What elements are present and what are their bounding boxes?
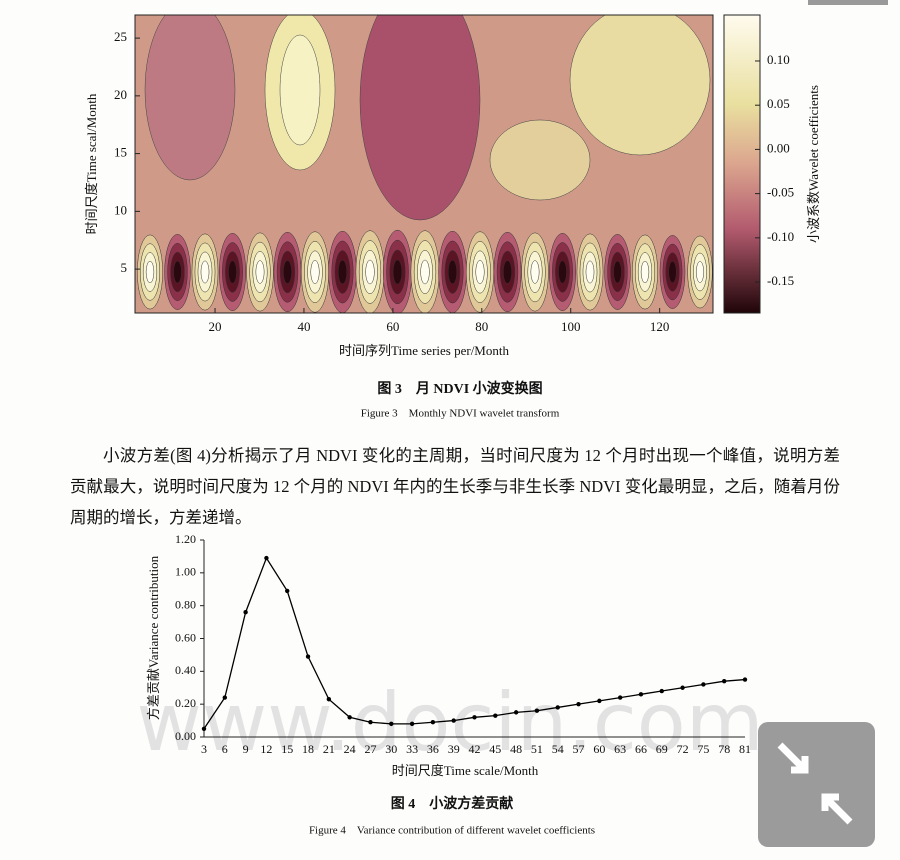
y-tick-label: 5 [121, 260, 128, 275]
point [451, 718, 456, 723]
point [347, 715, 352, 720]
colorbar-tick-label: 0.00 [767, 140, 790, 155]
x-tick-label: 21 [323, 742, 335, 756]
x-tick-label: 81 [739, 742, 751, 756]
x-tick-label: 9 [243, 742, 249, 756]
x-tick-label: 27 [364, 742, 376, 756]
point [513, 710, 519, 715]
x-tick-label: 60 [386, 319, 399, 334]
x-tick-label: 6 [222, 742, 228, 756]
x-tick-label: 72 [677, 742, 689, 756]
x-tick-label: 36 [427, 742, 439, 756]
x-tick-label: 40 [297, 319, 310, 334]
x-tick-label: 75 [697, 742, 709, 756]
x-tick-label: 54 [552, 742, 564, 756]
point [430, 720, 436, 725]
x-tick-label: 3 [201, 742, 207, 756]
point [285, 588, 290, 594]
top-tab [808, 0, 888, 5]
x-tick-label: 45 [489, 742, 501, 756]
x-tick-label: 42 [469, 742, 481, 756]
x-tick-label: 18 [302, 742, 314, 756]
point [368, 720, 373, 725]
x-tick-label: 30 [385, 742, 397, 756]
expand-button[interactable] [758, 722, 875, 847]
x-tick-label: 63 [614, 742, 626, 756]
y-tick-label: 15 [114, 145, 127, 160]
x-tick-label: 51 [531, 742, 543, 756]
y-tick-label: 0.40 [175, 663, 196, 677]
y-axis-label: 时间尺度Time scal/Month [84, 93, 99, 234]
y-tick-label: 1.20 [175, 532, 196, 546]
point [493, 713, 498, 718]
x-tick-label: 15 [281, 742, 293, 756]
colorbar [723, 14, 761, 314]
point [222, 695, 228, 700]
x-tick-label: 60 [593, 742, 605, 756]
contour-field [135, 15, 713, 313]
y-tick-label: 0.00 [175, 729, 196, 743]
y-tick-label: 1.00 [175, 565, 196, 579]
x-tick-label: 100 [561, 319, 581, 334]
point [534, 708, 540, 713]
colorbar-tick-label: 0.05 [767, 96, 790, 111]
x-tick-label: 78 [718, 742, 730, 756]
x-tick-label: 80 [475, 319, 488, 334]
point [576, 701, 581, 707]
x-tick-label: 33 [406, 742, 418, 756]
x-tick-label: 57 [573, 742, 585, 756]
plot-frame [134, 14, 714, 314]
colorbar-tick-label: 0.10 [767, 52, 790, 67]
x-tick-label: 24 [344, 742, 356, 756]
y-tick-label: 25 [114, 29, 127, 44]
colorbar-tick-label: -0.05 [767, 185, 794, 200]
y-tick-label: 0.60 [175, 630, 196, 644]
point [680, 685, 685, 690]
point [409, 721, 415, 727]
x-tick-label: 48 [510, 742, 522, 756]
point [264, 555, 269, 561]
x-axis-label: 时间尺度Time scale/Month [392, 763, 539, 778]
point [555, 705, 560, 710]
colorbar-label: 小波系数Wavelet coefficients [806, 85, 821, 243]
x-tick-label: 66 [635, 742, 647, 756]
colorbar-tick-label: -0.10 [767, 229, 794, 244]
y-tick-label: 0.20 [175, 696, 196, 710]
colorbar-tick-label: -0.15 [767, 273, 794, 288]
point [201, 726, 207, 731]
x-axis-label: 时间序列Time series per/Month [339, 343, 509, 358]
point [721, 678, 727, 684]
point [638, 692, 644, 697]
point [659, 688, 664, 694]
point [389, 721, 394, 727]
point [472, 715, 477, 720]
point [617, 695, 623, 700]
x-tick-label: 12 [260, 742, 272, 756]
point [742, 677, 748, 682]
x-tick-label: 120 [650, 319, 670, 334]
point [326, 697, 332, 702]
figure-caption: 图 4 小波方差贡献 [391, 795, 514, 812]
y-axis-label: 方差贡献Variance contribution [146, 555, 161, 720]
y-tick-label: 10 [114, 202, 127, 217]
point [701, 682, 706, 687]
figure-caption-en: Figure 4 Variance contribution of differ… [309, 825, 595, 837]
body-paragraph: 小波方差(图 4)分析揭示了月 NDVI 变化的主周期，当时间尺度为 12 个月… [70, 446, 840, 527]
point [243, 610, 248, 615]
x-tick-label: 20 [209, 319, 222, 334]
y-tick-label: 0.80 [175, 597, 196, 611]
figure-caption: 图 3 月 NDVI 小波变换图 [377, 380, 542, 397]
point [305, 654, 311, 659]
figure-caption-en: Figure 3 Monthly NDVI wavelet transform [361, 408, 560, 420]
point [597, 698, 602, 704]
y-tick-label: 20 [114, 87, 127, 102]
x-tick-label: 69 [656, 742, 668, 756]
x-tick-label: 39 [448, 742, 460, 756]
